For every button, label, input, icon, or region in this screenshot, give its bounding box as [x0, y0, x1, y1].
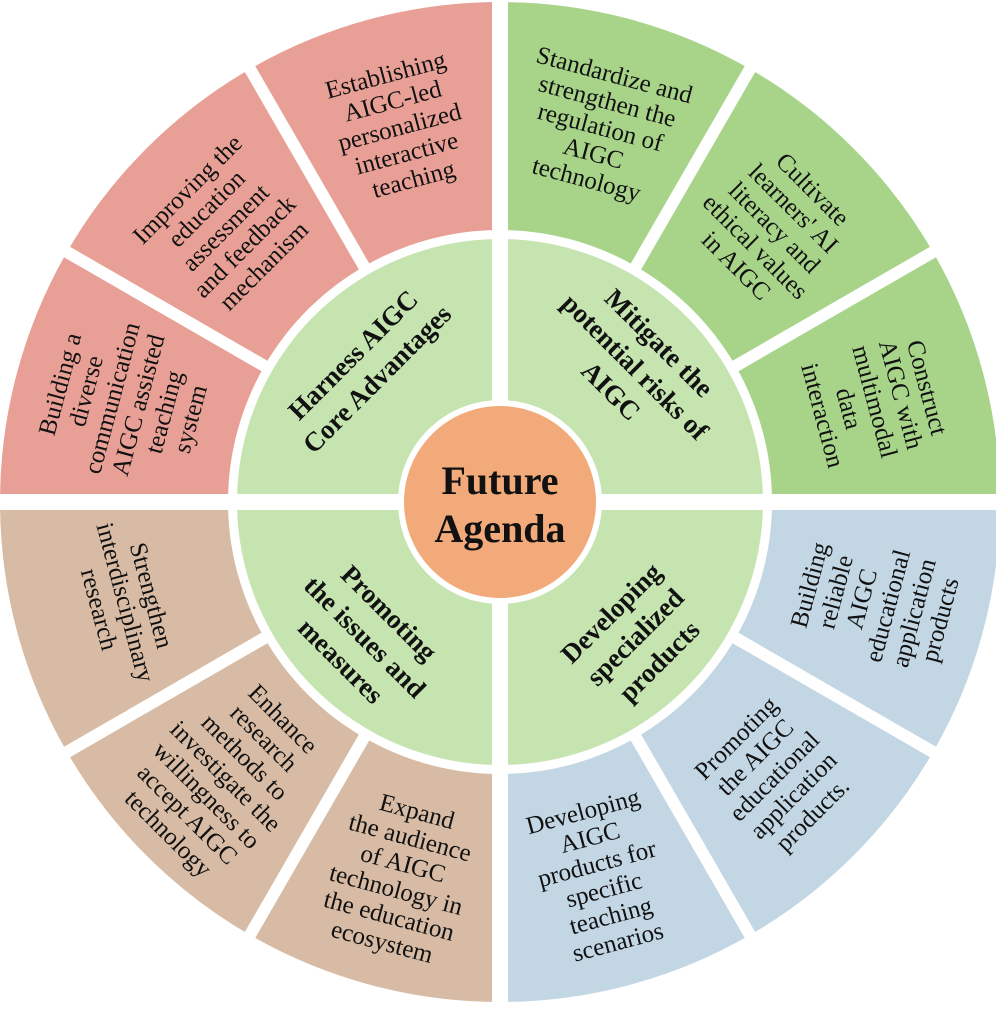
- item-divider: [60, 631, 270, 760]
- center-title-line-1: Future: [441, 458, 558, 503]
- center-hub: Future Agenda: [404, 406, 596, 598]
- outer-sector-mitigate-3: [735, 252, 996, 502]
- inner-sector-developing: [500, 502, 763, 765]
- item-divider: [629, 62, 758, 272]
- item-divider: [730, 631, 940, 760]
- inner-sector-promoting: [237, 502, 500, 765]
- item-divider: [60, 244, 270, 373]
- item-divider: [629, 732, 758, 942]
- outer-sector-developing-1: [735, 502, 996, 752]
- item-divider: [730, 244, 940, 373]
- outer-sector-harness-1: [250, 2, 500, 267]
- outer-sector-promoting-3: [0, 502, 265, 752]
- inner-sector-mitigate: [500, 239, 763, 502]
- inner-sector-harness: [237, 239, 500, 502]
- item-divider: [242, 732, 371, 942]
- center-title-line-2: Agenda: [434, 506, 565, 551]
- outer-sector-promoting-1: [250, 737, 500, 1002]
- outer-sector-mitigate-1: [500, 2, 750, 267]
- outer-label-harness-1: EstablishingAIGC-ledpersonalizedinteract…: [323, 46, 465, 203]
- center-circle: [404, 406, 596, 598]
- outer-sector-harness-3: [0, 252, 265, 502]
- outer-sector-developing-3: [500, 737, 750, 1002]
- item-divider: [242, 62, 371, 272]
